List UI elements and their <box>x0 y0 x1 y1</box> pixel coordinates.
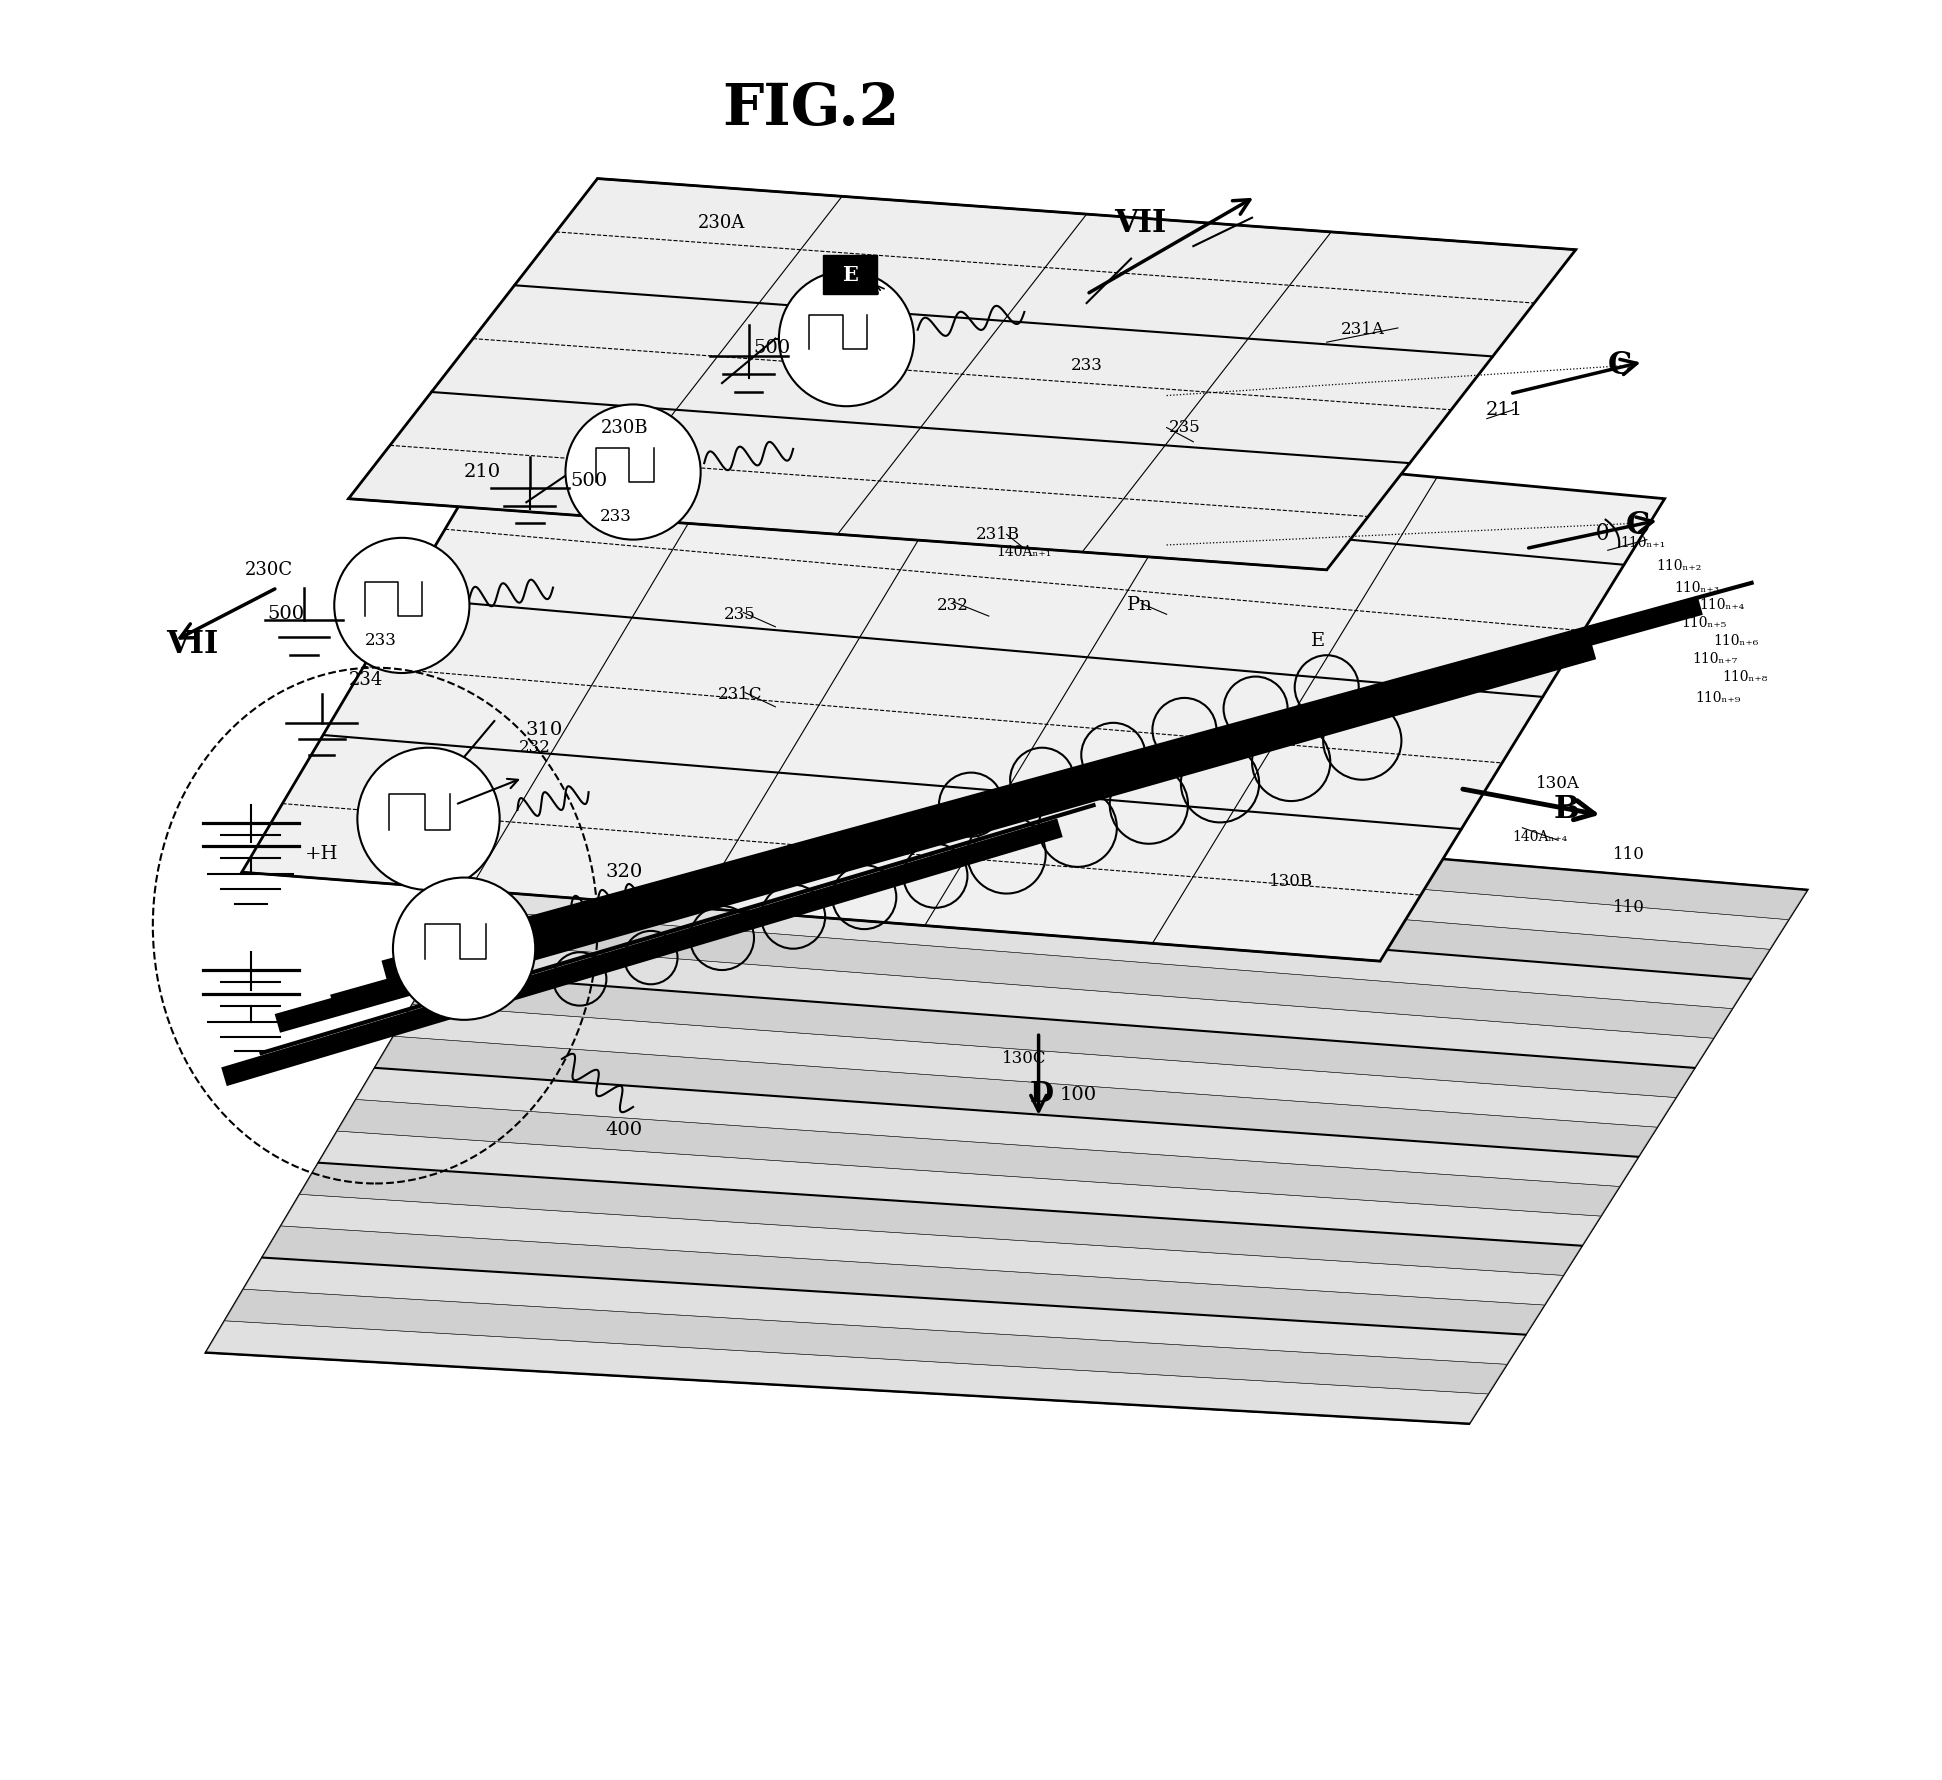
Polygon shape <box>375 1036 1657 1157</box>
Text: -H: -H <box>334 997 357 1015</box>
Text: 231A: 231A <box>1340 320 1385 338</box>
Text: 400: 400 <box>606 1121 643 1139</box>
Text: E: E <box>1311 632 1324 650</box>
Text: 320: 320 <box>606 863 643 881</box>
Text: 500: 500 <box>268 605 305 623</box>
Text: 110ₙ₊₃: 110ₙ₊₃ <box>1674 580 1719 595</box>
Circle shape <box>392 878 536 1020</box>
Text: C: C <box>1608 351 1633 381</box>
Polygon shape <box>206 1321 1488 1424</box>
Text: 235: 235 <box>724 605 755 623</box>
Text: 500: 500 <box>571 472 608 490</box>
Text: 500: 500 <box>753 338 790 356</box>
Text: 233: 233 <box>365 632 396 650</box>
Text: 130A: 130A <box>1536 774 1581 792</box>
Text: E: E <box>843 265 858 285</box>
Text: 234: 234 <box>350 671 383 689</box>
Circle shape <box>334 538 470 673</box>
Text: 233: 233 <box>600 507 631 525</box>
Polygon shape <box>357 1068 1637 1187</box>
Text: VII: VII <box>1115 208 1165 239</box>
Text: 231B: 231B <box>975 525 1020 543</box>
Text: 110ₙ₊₆: 110ₙ₊₆ <box>1713 634 1758 648</box>
Text: FIG.2: FIG.2 <box>722 80 899 137</box>
Text: 235: 235 <box>1169 418 1200 436</box>
Polygon shape <box>394 1004 1676 1127</box>
Polygon shape <box>262 1226 1544 1335</box>
Polygon shape <box>487 847 1769 979</box>
Polygon shape <box>318 1130 1600 1246</box>
Text: 231C: 231C <box>717 685 761 703</box>
Text: 310: 310 <box>526 721 563 739</box>
Text: C: C <box>1625 509 1651 541</box>
Text: E: E <box>847 265 864 288</box>
Polygon shape <box>526 783 1806 920</box>
Text: 140Aₙ₊₁: 140Aₙ₊₁ <box>996 545 1053 559</box>
Text: 210: 210 <box>464 463 501 481</box>
Text: 110ₙ₊₄: 110ₙ₊₄ <box>1699 598 1744 612</box>
Text: 211: 211 <box>1486 400 1523 418</box>
Polygon shape <box>245 1258 1524 1363</box>
Text: 110ₙ₊₇: 110ₙ₊₇ <box>1691 651 1736 666</box>
Polygon shape <box>282 1194 1563 1305</box>
Polygon shape <box>470 878 1750 1009</box>
FancyBboxPatch shape <box>823 255 876 294</box>
Text: 110ₙ₊₂: 110ₙ₊₂ <box>1657 559 1701 573</box>
Text: 110: 110 <box>1614 899 1645 917</box>
Circle shape <box>565 404 701 539</box>
Text: 230C: 230C <box>245 561 293 579</box>
Text: D: D <box>1029 1080 1055 1107</box>
Polygon shape <box>241 392 1664 961</box>
Text: 233: 233 <box>1070 356 1103 374</box>
Text: 110ₙ₊₈: 110ₙ₊₈ <box>1723 669 1767 684</box>
Text: B: B <box>1554 794 1579 826</box>
Polygon shape <box>206 783 1806 1424</box>
Polygon shape <box>507 815 1789 949</box>
Circle shape <box>779 271 915 406</box>
Text: θ: θ <box>1596 523 1610 545</box>
Polygon shape <box>451 910 1732 1038</box>
Polygon shape <box>225 1289 1507 1394</box>
Text: 230A: 230A <box>699 214 746 231</box>
Polygon shape <box>431 942 1713 1068</box>
Text: 230B: 230B <box>600 418 649 436</box>
Text: 130B: 130B <box>1268 872 1313 890</box>
Text: 110ₙ₊₅: 110ₙ₊₅ <box>1682 616 1726 630</box>
Polygon shape <box>348 178 1575 570</box>
Text: 110: 110 <box>1614 846 1645 863</box>
Text: 110ₙ₊₉: 110ₙ₊₉ <box>1695 691 1740 705</box>
Text: 130C: 130C <box>1002 1050 1047 1068</box>
Text: 110ₙ₊₁: 110ₙ₊₁ <box>1622 536 1666 550</box>
Text: 232: 232 <box>519 739 552 756</box>
Text: 100: 100 <box>1058 1086 1097 1104</box>
Polygon shape <box>301 1162 1581 1274</box>
Polygon shape <box>338 1100 1620 1216</box>
Text: 140Aₙ₊₄: 140Aₙ₊₄ <box>1513 829 1567 844</box>
Text: Pn: Pn <box>1126 596 1154 614</box>
Polygon shape <box>414 974 1693 1098</box>
Text: VII: VII <box>165 628 218 660</box>
Circle shape <box>357 748 499 890</box>
Text: 232: 232 <box>938 596 969 614</box>
Text: +H: +H <box>305 846 338 863</box>
